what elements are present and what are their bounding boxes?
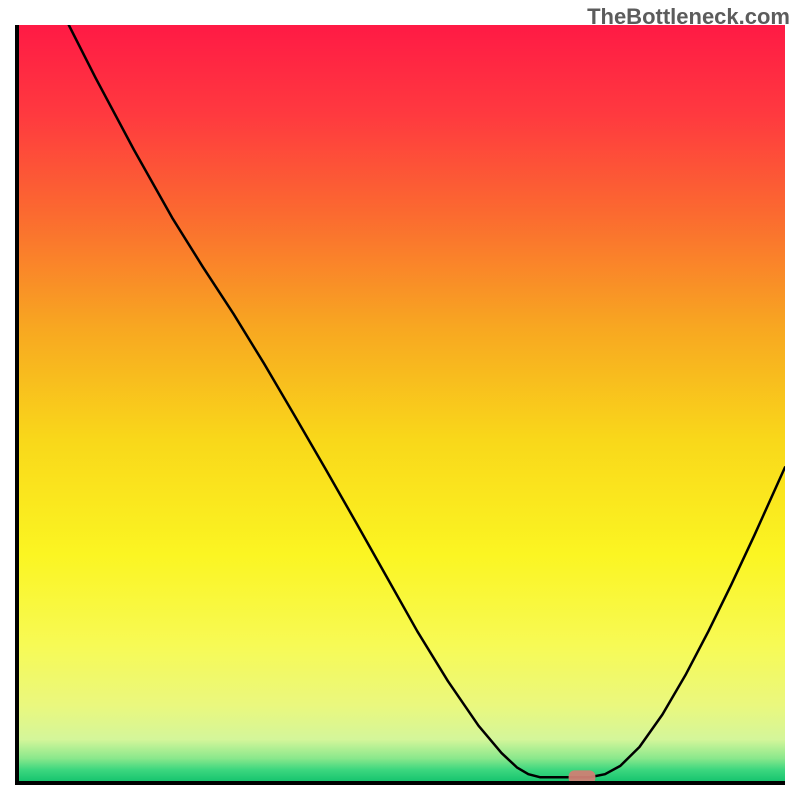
plot-area <box>15 25 785 785</box>
watermark-text: TheBottleneck.com <box>587 4 790 30</box>
gradient-background <box>19 25 785 781</box>
chart-svg <box>15 25 785 785</box>
chart-container: TheBottleneck.com <box>0 0 800 800</box>
